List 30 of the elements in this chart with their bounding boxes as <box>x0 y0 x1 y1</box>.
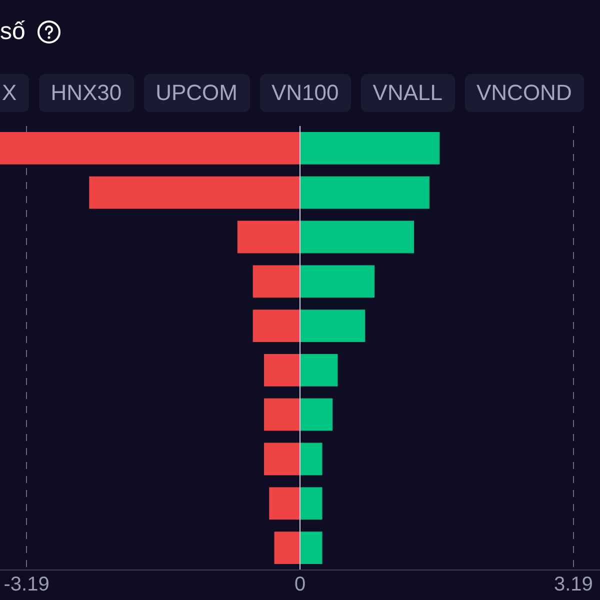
bar <box>252 265 300 298</box>
bar <box>300 487 322 520</box>
text: UPCOM <box>144 74 250 112</box>
bar <box>0 132 300 164</box>
bar <box>264 398 300 431</box>
bar <box>252 310 300 342</box>
bar <box>300 532 322 564</box>
text: VNCOND <box>464 74 584 112</box>
bar <box>300 265 375 298</box>
text: X <box>0 74 29 112</box>
text: HNX30 <box>38 74 134 112</box>
text: VN100 <box>260 74 351 112</box>
bar <box>274 532 300 564</box>
chart-title: số <box>0 18 26 46</box>
bar <box>264 354 300 386</box>
bar <box>237 220 300 254</box>
bar <box>300 176 430 209</box>
bar <box>300 442 322 476</box>
bar <box>269 487 300 520</box>
text: VNALL <box>360 74 454 112</box>
bar <box>300 354 338 386</box>
bar <box>300 132 440 164</box>
bar <box>89 176 300 209</box>
x-tick-label: 3.19 <box>554 574 593 596</box>
bar <box>264 442 300 476</box>
bar <box>300 310 366 342</box>
bar <box>300 220 414 254</box>
bar <box>300 398 333 431</box>
x-tick-label: 0 <box>294 574 306 596</box>
x-tick-label: -3.19 <box>4 574 50 596</box>
